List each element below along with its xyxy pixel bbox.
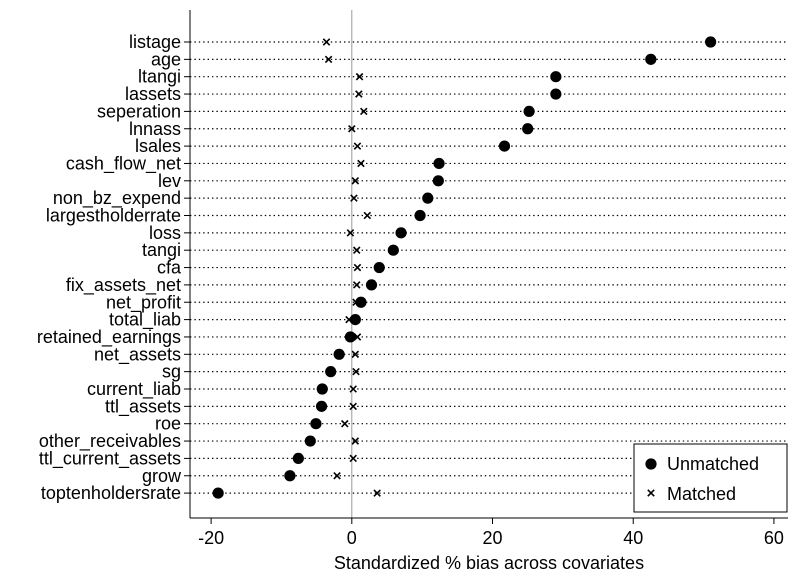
- legend-matched-label: Matched: [667, 484, 736, 504]
- matched-point-non_bz_expend: [350, 194, 358, 202]
- covariate-label-grow: grow: [142, 466, 182, 486]
- covariate-label-roe: roe: [155, 414, 181, 434]
- unmatched-point-lsales: [498, 140, 511, 152]
- covariate-label-lassets: lassets: [125, 84, 181, 104]
- covariate-label-net_profit: net_profit: [106, 292, 181, 313]
- unmatched-point-sg: [325, 366, 337, 378]
- covariate-label-toptenholdersrate: toptenholdersrate: [41, 483, 181, 503]
- unmatched-point-ttl_current_assets: [292, 452, 304, 464]
- legend: Unmatched Matched: [633, 443, 788, 513]
- covariate-label-other_receivables: other_receivables: [39, 431, 181, 452]
- unmatched-point-age: [645, 53, 657, 65]
- unmatched-point-roe: [310, 418, 322, 430]
- legend-unmatched-marker: [645, 458, 657, 470]
- unmatched-point-net_profit: [355, 296, 367, 308]
- matched-point-net_assets: [351, 350, 360, 359]
- covariate-label-ltangi: ltangi: [138, 67, 181, 87]
- x-tick-label-0: 0: [347, 528, 357, 548]
- covariate-label-current_liab: current_liab: [87, 379, 181, 400]
- covariate-label-lev: lev: [158, 171, 181, 191]
- legend-unmatched-label: Unmatched: [667, 454, 759, 474]
- covariate-label-lnnass: lnnass: [129, 119, 181, 139]
- unmatched-point-cash_flow_net: [433, 157, 445, 170]
- covariate-label-cfa: cfa: [157, 258, 182, 278]
- unmatched-point-lassets: [550, 88, 562, 100]
- legend-matched-x: [647, 489, 655, 497]
- matched-point-tangi: [352, 246, 361, 254]
- matched-point-fix_assets_net: [352, 281, 361, 289]
- unmatched-point-fix_assets_net: [365, 279, 378, 291]
- covariate-label-non_bz_expend: non_bz_expend: [53, 188, 181, 209]
- matched-point-listage: [322, 38, 331, 46]
- covariate-label-largestholderrate: largestholderrate: [46, 206, 181, 226]
- unmatched-point-tangi: [387, 244, 399, 256]
- covariate-gridlines: [190, 41, 788, 494]
- covariate-label-lsales: lsales: [135, 136, 181, 156]
- matched-point-sg: [352, 367, 360, 376]
- covariate-label-ttl_current_assets: ttl_current_assets: [39, 448, 181, 469]
- covariate-label-tangi: tangi: [142, 240, 181, 260]
- unmatched-point-cfa: [373, 261, 385, 274]
- unmatched-point-largestholderrate: [414, 209, 426, 222]
- covariate-label-loss: loss: [149, 223, 181, 243]
- covariate-label-age: age: [151, 49, 181, 69]
- matched-point-toptenholdersrate: [373, 489, 381, 497]
- unmatched-point-net_assets: [333, 348, 345, 360]
- x-tick-label-40: 40: [623, 528, 643, 548]
- unmatched-point-lev: [432, 175, 444, 187]
- unmatched-point-ttl_assets: [315, 400, 328, 412]
- unmatched-point-lnnass: [522, 123, 534, 135]
- matched-point-ltangi: [355, 72, 364, 81]
- unmatched-point-seperation: [523, 105, 535, 117]
- unmatched-point-listage: [705, 36, 717, 48]
- unmatched-point-other_receivables: [304, 435, 316, 447]
- matched-point-lassets: [355, 90, 363, 98]
- unmatched-point-total_liab: [349, 314, 361, 326]
- matched-point-other_receivables: [351, 437, 360, 445]
- covariate-label-cash_flow_net: cash_flow_net: [66, 153, 181, 174]
- matched-point-ttl_current_assets: [349, 454, 357, 463]
- matched-point-cfa: [353, 263, 362, 272]
- unmatched-point-non_bz_expend: [422, 192, 434, 204]
- x-axis-title: Standardized % bias across covariates: [334, 553, 644, 573]
- covariate-label-fix_assets_net: fix_assets_net: [66, 275, 181, 296]
- covariate-label-net_assets: net_assets: [94, 344, 181, 365]
- matched-point-seperation: [360, 107, 368, 116]
- matched-point-age: [324, 55, 333, 64]
- covariate-labels: listageageltangilassetsseperationlnnassl…: [37, 32, 190, 503]
- matched-point-lnnass: [348, 124, 356, 133]
- legend-matched-marker: [647, 489, 655, 497]
- covariate-label-total_liab: total_liab: [109, 310, 181, 331]
- unmatched-point-current_liab: [316, 383, 328, 395]
- covariate-label-retained_earnings: retained_earnings: [37, 327, 181, 348]
- covariate-label-listage: listage: [129, 32, 181, 52]
- unmatched-point-retained_earnings: [344, 331, 357, 343]
- matched-point-roe: [341, 419, 349, 428]
- matched-point-largestholderrate: [363, 211, 372, 220]
- unmatched-point-toptenholdersrate: [212, 487, 224, 499]
- unmatched-point-loss: [395, 227, 407, 239]
- x-tick-label-20: 20: [483, 528, 503, 548]
- x-tick-label--20: -20: [198, 528, 224, 548]
- unmatched-point-grow: [284, 470, 296, 482]
- x-axis-ticks: -20 0 20 40 60: [198, 518, 784, 548]
- matched-point-current_liab: [349, 385, 357, 393]
- x-tick-label-60: 60: [764, 528, 784, 548]
- covariate-label-sg: sg: [162, 362, 181, 382]
- matched-point-cash_flow_net: [357, 159, 365, 168]
- legend-box: [633, 443, 788, 513]
- covariate-label-seperation: seperation: [97, 101, 181, 121]
- matched-point-loss: [346, 229, 355, 237]
- matched-point-lev: [351, 177, 360, 185]
- matched-point-ttl_assets: [349, 402, 357, 411]
- unmatched-point-ltangi: [550, 71, 562, 83]
- data-markers: [212, 36, 717, 499]
- covariate-label-ttl_assets: ttl_assets: [105, 396, 181, 417]
- matched-point-grow: [333, 471, 341, 480]
- matched-point-lsales: [353, 142, 362, 150]
